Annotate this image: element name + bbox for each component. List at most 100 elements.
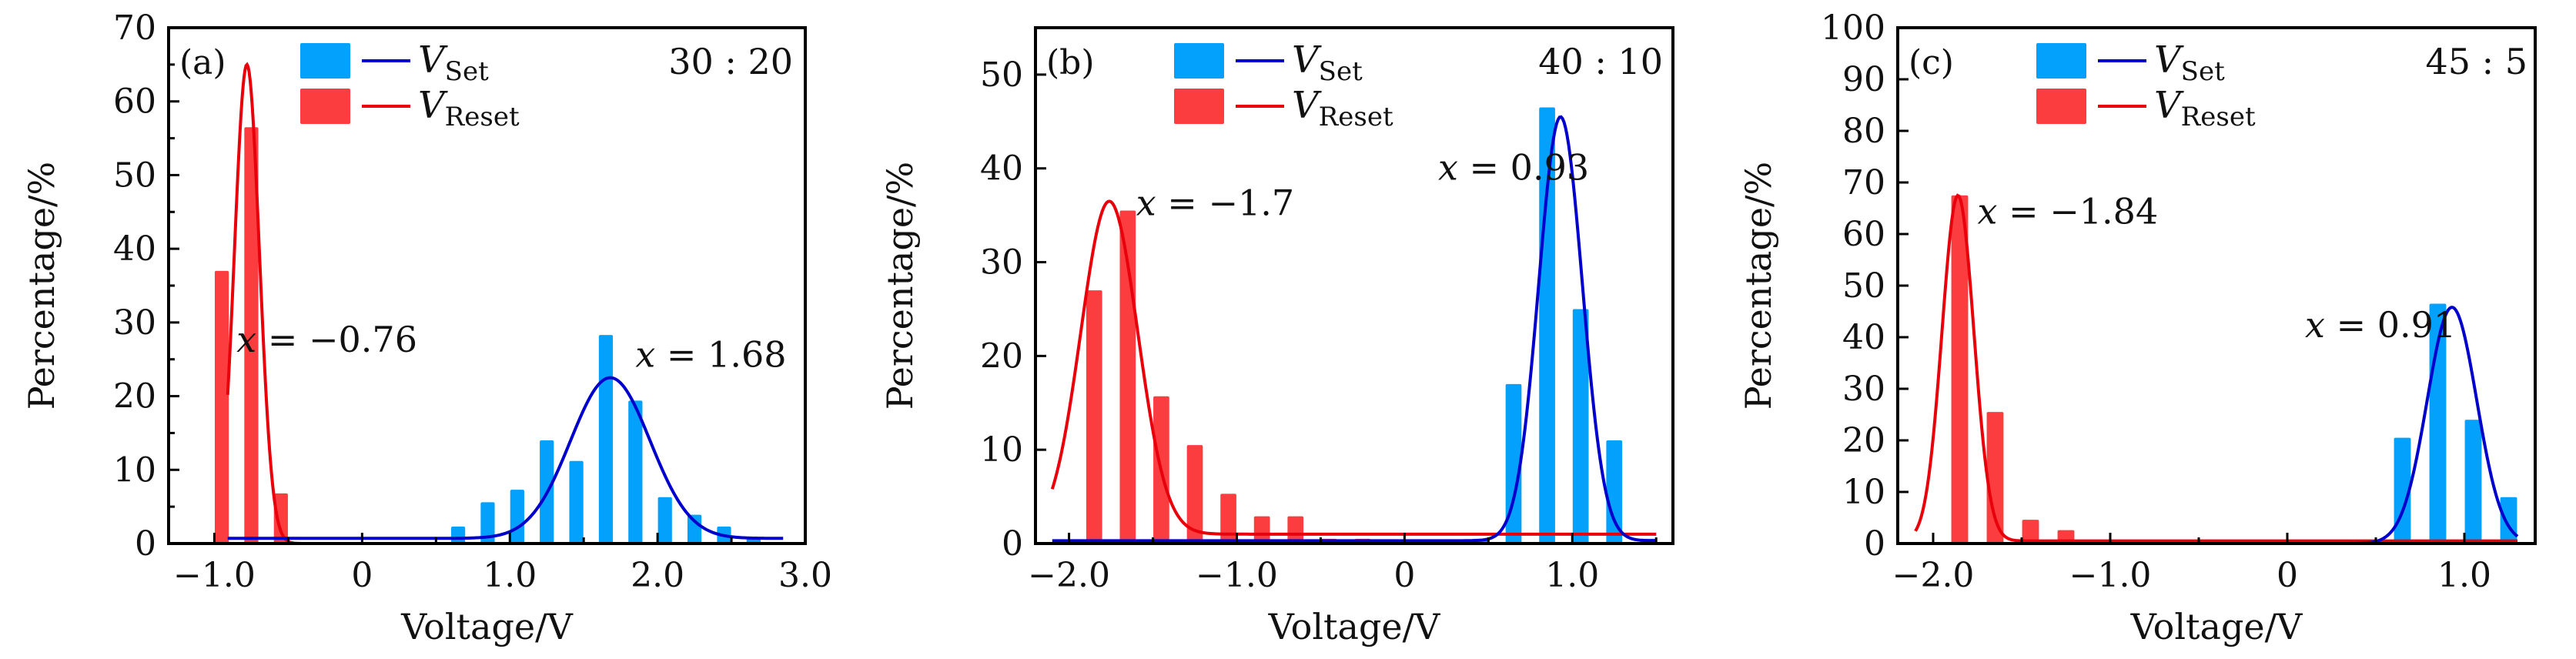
panel-c-legend-swatch-reset bbox=[2036, 89, 2086, 124]
panel-c-x-tick-label: −2.0 bbox=[1892, 556, 1975, 595]
panel-a-y-tick-label: 40 bbox=[113, 229, 156, 269]
panel-a-annotation-set: x = 1.68 bbox=[635, 333, 786, 375]
panel-b-ticks bbox=[1035, 73, 1658, 545]
panel-b-bar-reset-5 bbox=[1253, 516, 1270, 544]
panel-c-y-tick-label: 60 bbox=[1842, 215, 1885, 254]
panel-b-legend-swatch-set bbox=[1174, 43, 1224, 79]
panel-a-y-axis-title: Percentage/% bbox=[21, 162, 62, 410]
panel-a-y-tick-label: 0 bbox=[135, 524, 156, 564]
panel-a-legend-label-reset: VReset bbox=[418, 84, 520, 132]
panel-a-label: (a) bbox=[179, 43, 226, 82]
panel-c-y-tick-label: 50 bbox=[1842, 266, 1885, 306]
panel-b-x-tick-label: 1.0 bbox=[1545, 556, 1599, 595]
panel-c-y-tick-label: 30 bbox=[1842, 370, 1885, 409]
panel-a-y-tick-label: 70 bbox=[113, 8, 156, 48]
panel-c-x-tick-label: −1.0 bbox=[2069, 556, 2152, 595]
panel-b-y-tick-label: 40 bbox=[980, 149, 1023, 189]
panel-a-legend-swatch-set bbox=[300, 43, 350, 79]
panel-c-x-axis-title: Voltage/V bbox=[2130, 606, 2303, 647]
panel-b-x-tick-label: −2.0 bbox=[1028, 556, 1110, 595]
panel-a-x-tick-label: −1.0 bbox=[173, 556, 256, 595]
panel-b-tick-labels: −2.0 −1.0 0 1.0 0 10 20 30 40 50 bbox=[980, 55, 1599, 595]
panel-b-y-tick-label: 0 bbox=[1002, 524, 1023, 564]
panel-b-bar-reset-4 bbox=[1220, 493, 1236, 544]
panel-b: −2.0 −1.0 0 1.0 0 10 20 30 40 50 (b) 40 : 10 VSet… bbox=[879, 26, 1674, 647]
panel-c-y-tick-label: 80 bbox=[1842, 112, 1885, 151]
panel-a-annotation-reset: x = −0.76 bbox=[236, 319, 417, 360]
panel-a-bar-set-2 bbox=[510, 490, 524, 544]
panel-c-annotation-reset: x = −1.84 bbox=[1978, 191, 2159, 232]
panel-b-y-tick-label: 30 bbox=[980, 243, 1023, 283]
panel-b-y-tick-label: 20 bbox=[980, 336, 1023, 376]
panel-b-bar-reset-3 bbox=[1186, 445, 1203, 544]
panel-b-annotation-set: x = 0.93 bbox=[1438, 146, 1589, 188]
panel-b-bar-set-3 bbox=[1572, 309, 1589, 544]
panel-c-x-tick-label: 1.0 bbox=[2437, 556, 2491, 595]
panel-c-ticks bbox=[1898, 26, 2466, 545]
panel-a-bar-set-5 bbox=[598, 335, 614, 544]
panel-c-y-tick-label: 100 bbox=[1821, 8, 1885, 48]
panel-a-bar-set-1 bbox=[480, 502, 495, 544]
panel-a-x-tick-label: 3.0 bbox=[778, 556, 832, 595]
panel-b-bar-set-1 bbox=[1505, 383, 1522, 544]
panel-b-annotation-reset: x = −1.7 bbox=[1136, 182, 1294, 224]
panel-c-bar-reset-0 bbox=[1951, 195, 1969, 544]
panel-c-legend-label-set: VSet bbox=[2154, 38, 2225, 87]
panel-a-ratio-label: 30 : 20 bbox=[668, 41, 793, 82]
panel-c-y-tick-label: 10 bbox=[1842, 473, 1885, 512]
panel-c-legend-swatch-set bbox=[2036, 43, 2086, 79]
panel-a-y-tick-label: 50 bbox=[113, 156, 156, 195]
panel-c-y-tick-label: 20 bbox=[1842, 421, 1885, 460]
panel-b-plot-frame bbox=[1034, 26, 1674, 545]
panel-a-x-tick-label: 1.0 bbox=[483, 556, 537, 595]
panel-b-annotations: x = −1.7 x = 0.93 bbox=[1136, 146, 1589, 223]
panel-a-x-tick-label: 0 bbox=[351, 556, 373, 595]
panel-a-fit-curve-set bbox=[227, 376, 784, 540]
panel-a-annotations: x = −0.76 x = 1.68 bbox=[236, 319, 786, 375]
panel-a: −1.0 0 1.0 2.0 3.0 0 10 20 30 40 50 60 70 (a) 30 : 2… bbox=[21, 8, 832, 647]
panel-b-bar-reset-6 bbox=[1287, 516, 1304, 544]
panel-b-y-tick-label: 50 bbox=[980, 55, 1023, 95]
panel-c-label: (c) bbox=[1909, 43, 1954, 82]
panel-c-curves bbox=[1914, 193, 2519, 545]
panel-b-bar-set-4 bbox=[1606, 440, 1623, 544]
panel-c-bar-reset-2 bbox=[2022, 520, 2039, 544]
panel-c-y-tick-label: 40 bbox=[1842, 318, 1885, 357]
panel-c-ratio-label: 45 : 5 bbox=[2425, 41, 2527, 82]
panel-a-bar-set-4 bbox=[569, 460, 584, 544]
panel-c-annotation-set: x = 0.91 bbox=[2305, 304, 2456, 346]
panel-a-bar-reset-1 bbox=[244, 127, 259, 544]
panel-b-x-axis-title: Voltage/V bbox=[1268, 606, 1440, 647]
panel-a-tick-labels: −1.0 0 1.0 2.0 3.0 0 10 20 30 40 50 60 70 bbox=[113, 8, 832, 595]
panel-c-bars bbox=[1951, 195, 2517, 544]
panel-a-bar-reset-2 bbox=[273, 493, 288, 544]
panel-b-label: (b) bbox=[1046, 43, 1095, 82]
panel-b-fit-curve-reset bbox=[1050, 199, 1657, 536]
panel-c: −2.0 −1.0 0 1.0 0 10 20 30 40 50 60 70 80 90 100 (c) 4… bbox=[1738, 8, 2537, 647]
panel-b-ratio-label: 40 : 10 bbox=[1538, 41, 1663, 82]
panel-c-legend-label-reset: VReset bbox=[2154, 84, 2256, 132]
panel-a-curves bbox=[226, 62, 784, 545]
panel-c-y-tick-label: 0 bbox=[1864, 524, 1885, 564]
panel-c-bar-set-3 bbox=[2500, 497, 2517, 544]
panel-b-legend-label-reset: VReset bbox=[1292, 84, 1393, 132]
panel-a-bar-set-0 bbox=[450, 526, 466, 544]
panel-c-bar-set-2 bbox=[2464, 420, 2482, 544]
panel-a-legend-label-set: VSet bbox=[418, 38, 489, 87]
panel-b-bar-reset-0 bbox=[1086, 290, 1102, 544]
panel-a-ticks bbox=[169, 26, 807, 545]
panel-a-bar-set-8 bbox=[687, 514, 702, 544]
panel-c-fit-curve-reset bbox=[1914, 193, 2517, 543]
panel-b-y-axis-title: Percentage/% bbox=[879, 162, 921, 410]
panel-c-y-tick-label: 70 bbox=[1842, 163, 1885, 202]
panel-a-x-tick-label: 2.0 bbox=[631, 556, 684, 595]
panel-b-legend-swatch-reset bbox=[1174, 89, 1224, 124]
panel-a-y-tick-label: 20 bbox=[113, 377, 156, 416]
panel-c-x-tick-label: 0 bbox=[2277, 556, 2298, 595]
panel-a-legend-swatch-reset bbox=[300, 89, 350, 124]
panel-a-y-tick-label: 60 bbox=[113, 82, 156, 122]
